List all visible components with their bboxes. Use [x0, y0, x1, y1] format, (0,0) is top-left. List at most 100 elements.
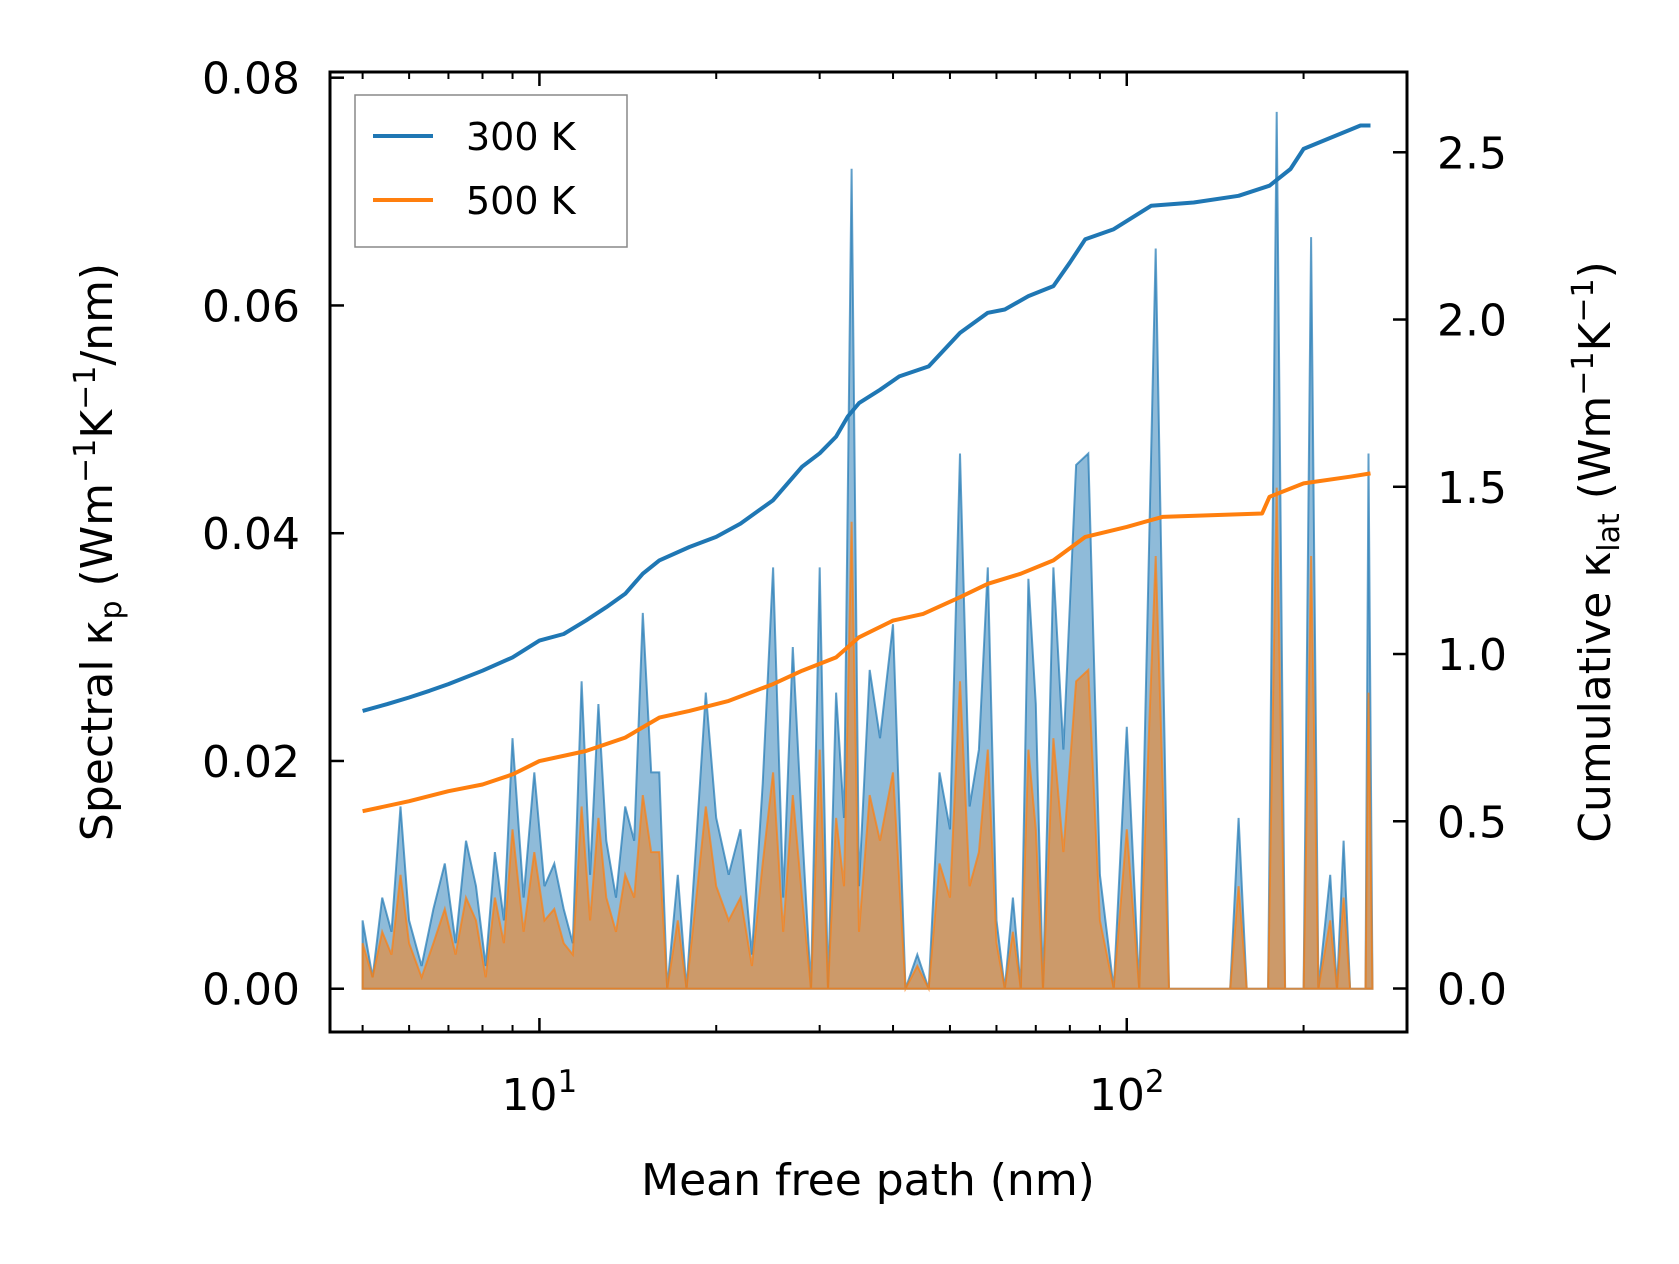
- spectral-point-500k-73: [1063, 851, 1065, 853]
- spectral-point-500k-35: [696, 897, 698, 899]
- cumulative-point-300k-13: [658, 559, 661, 562]
- cumulative-point-500k-5: [538, 760, 541, 763]
- y-left-title-sub: p: [94, 600, 129, 619]
- spectral-point-500k-27: [624, 874, 626, 876]
- plot-frame: [328, 70, 1409, 1034]
- cumulative-point-300k-16: [739, 522, 742, 525]
- spectral-point-500k-31: [659, 851, 661, 853]
- spectral-area-500k: [361, 487, 1374, 993]
- spectral-point-500k-56: [905, 988, 907, 990]
- spectral-point-300k-41: [762, 783, 764, 785]
- spectral-point-500k-46: [810, 988, 812, 990]
- spectral-point-500k-14: [503, 942, 505, 944]
- spectral-point-300k-4: [400, 806, 402, 808]
- cumulative-point-300k-25: [927, 365, 930, 368]
- spectral-point-300k-61: [959, 453, 961, 455]
- spectral-point-300k-54: [879, 737, 881, 739]
- cumulative-point-500k-26: [1302, 482, 1305, 485]
- spectral-point-300k-10: [465, 840, 467, 842]
- spectral-point-500k-77: [1113, 988, 1115, 990]
- cumulative-point-300k-8: [562, 633, 565, 636]
- cumulative-point-300k-36: [1237, 194, 1240, 197]
- cumulative-point-500k-7: [624, 736, 627, 739]
- cumulative-point-300k-35: [1192, 201, 1195, 204]
- spectral-point-300k-51: [851, 168, 853, 170]
- spectral-point-500k-38: [728, 920, 730, 922]
- spectral-point-500k-34: [686, 988, 688, 990]
- y-right-title-unit-mid: K: [1570, 321, 1621, 351]
- y-right-title-unit-close: ): [1570, 261, 1621, 278]
- spectral-point-300k-11: [475, 885, 477, 887]
- spectral-point-300k-42: [772, 567, 774, 569]
- spectral-point-300k-8: [444, 863, 446, 865]
- spectral-point-500k-0: [362, 942, 364, 944]
- spectral-point-500k-17: [534, 851, 536, 853]
- spectral-point-300k-37: [715, 817, 717, 819]
- cumulative-point-300k-39: [1302, 147, 1305, 150]
- spectral-point-500k-89: [1310, 555, 1312, 557]
- spectral-point-300k-72: [1053, 567, 1055, 569]
- spectral-point-500k-45: [801, 897, 803, 899]
- spectral-point-500k-40: [751, 965, 753, 967]
- spectral-point-300k-16: [523, 897, 525, 899]
- spectral-point-500k-8: [444, 908, 446, 910]
- x-tick-label-exponent: 2: [1145, 1064, 1165, 1100]
- y-left-title-sup1: −1: [68, 439, 103, 483]
- spectral-point-500k-62: [969, 885, 971, 887]
- spectral-point-500k-19: [554, 908, 556, 910]
- cumulative-point-500k-19: [1019, 572, 1022, 575]
- spectral-point-500k-28: [633, 897, 635, 899]
- spectral-point-500k-85: [1267, 988, 1269, 990]
- spectral-point-500k-55: [892, 772, 894, 774]
- cumulative-point-300k-1: [385, 703, 388, 706]
- spectral-point-500k-41: [762, 863, 764, 865]
- x-tick-label-base: 10: [1089, 1070, 1145, 1121]
- y-right-title-sub: lat: [1592, 513, 1627, 552]
- legend: 300 K 500 K: [354, 94, 628, 248]
- cumulative-point-500k-1: [408, 800, 411, 803]
- cumulative-point-500k-3: [481, 783, 484, 786]
- spectral-point-500k-72: [1053, 737, 1055, 739]
- spectral-point-500k-2: [381, 931, 383, 933]
- x-tick-label: 102: [1089, 1064, 1165, 1121]
- spectral-point-500k-48: [827, 988, 829, 990]
- legend-box: [354, 94, 628, 248]
- spectral-point-300k-69: [1028, 578, 1030, 580]
- cumulative-point-500k-9: [688, 709, 691, 712]
- y-left-tick-label: 0.02: [202, 737, 300, 788]
- y-left-tick-label: 0.08: [202, 54, 300, 105]
- spectral-point-300k-7: [433, 908, 435, 910]
- y-right-tick-label: 0.5: [1437, 797, 1507, 848]
- spectral-point-300k-91: [1329, 874, 1331, 876]
- spectral-point-500k-36: [705, 806, 707, 808]
- cumulative-line-500k: [362, 471, 1371, 814]
- cumulative-point-300k-20: [835, 435, 838, 438]
- y-right-title-sup1: −1: [1566, 351, 1601, 395]
- spectral-point-300k-3: [391, 931, 393, 933]
- spectral-point-500k-67: [1012, 931, 1014, 933]
- spectral-point-500k-58: [928, 988, 930, 990]
- cumulative-point-300k-37: [1268, 184, 1271, 187]
- cumulative-point-500k-16: [922, 612, 925, 615]
- spectral-point-500k-63: [978, 851, 980, 853]
- cumulative-point-500k-4: [511, 773, 514, 776]
- spectral-point-500k-66: [1004, 988, 1006, 990]
- cumulative-point-500k-18: [986, 582, 989, 585]
- y-left-tick-label: 0.00: [202, 965, 300, 1016]
- y-right-title-unit-open: (Wm: [1570, 396, 1621, 514]
- spectral-point-500k-64: [987, 749, 989, 751]
- cumulative-point-500k-8: [658, 716, 661, 719]
- spectral-point-300k-89: [1310, 236, 1312, 238]
- cumulative-point-300k-23: [879, 388, 882, 391]
- y-right-title-sup2: −1: [1566, 278, 1601, 322]
- spectral-point-500k-84: [1246, 988, 1248, 990]
- spectral-point-500k-61: [959, 681, 961, 683]
- cumulative-point-300k-42: [1369, 124, 1372, 127]
- cumulative-point-500k-15: [892, 619, 895, 622]
- cumulative-point-500k-27: [1349, 475, 1352, 478]
- y-axis-left-title: Spectral κp (Wm−1K−1/nm): [68, 263, 129, 841]
- cumulative-point-300k-18: [801, 465, 804, 468]
- y-right-tick-label: 1.0: [1437, 630, 1507, 681]
- spectral-point-300k-53: [869, 669, 871, 671]
